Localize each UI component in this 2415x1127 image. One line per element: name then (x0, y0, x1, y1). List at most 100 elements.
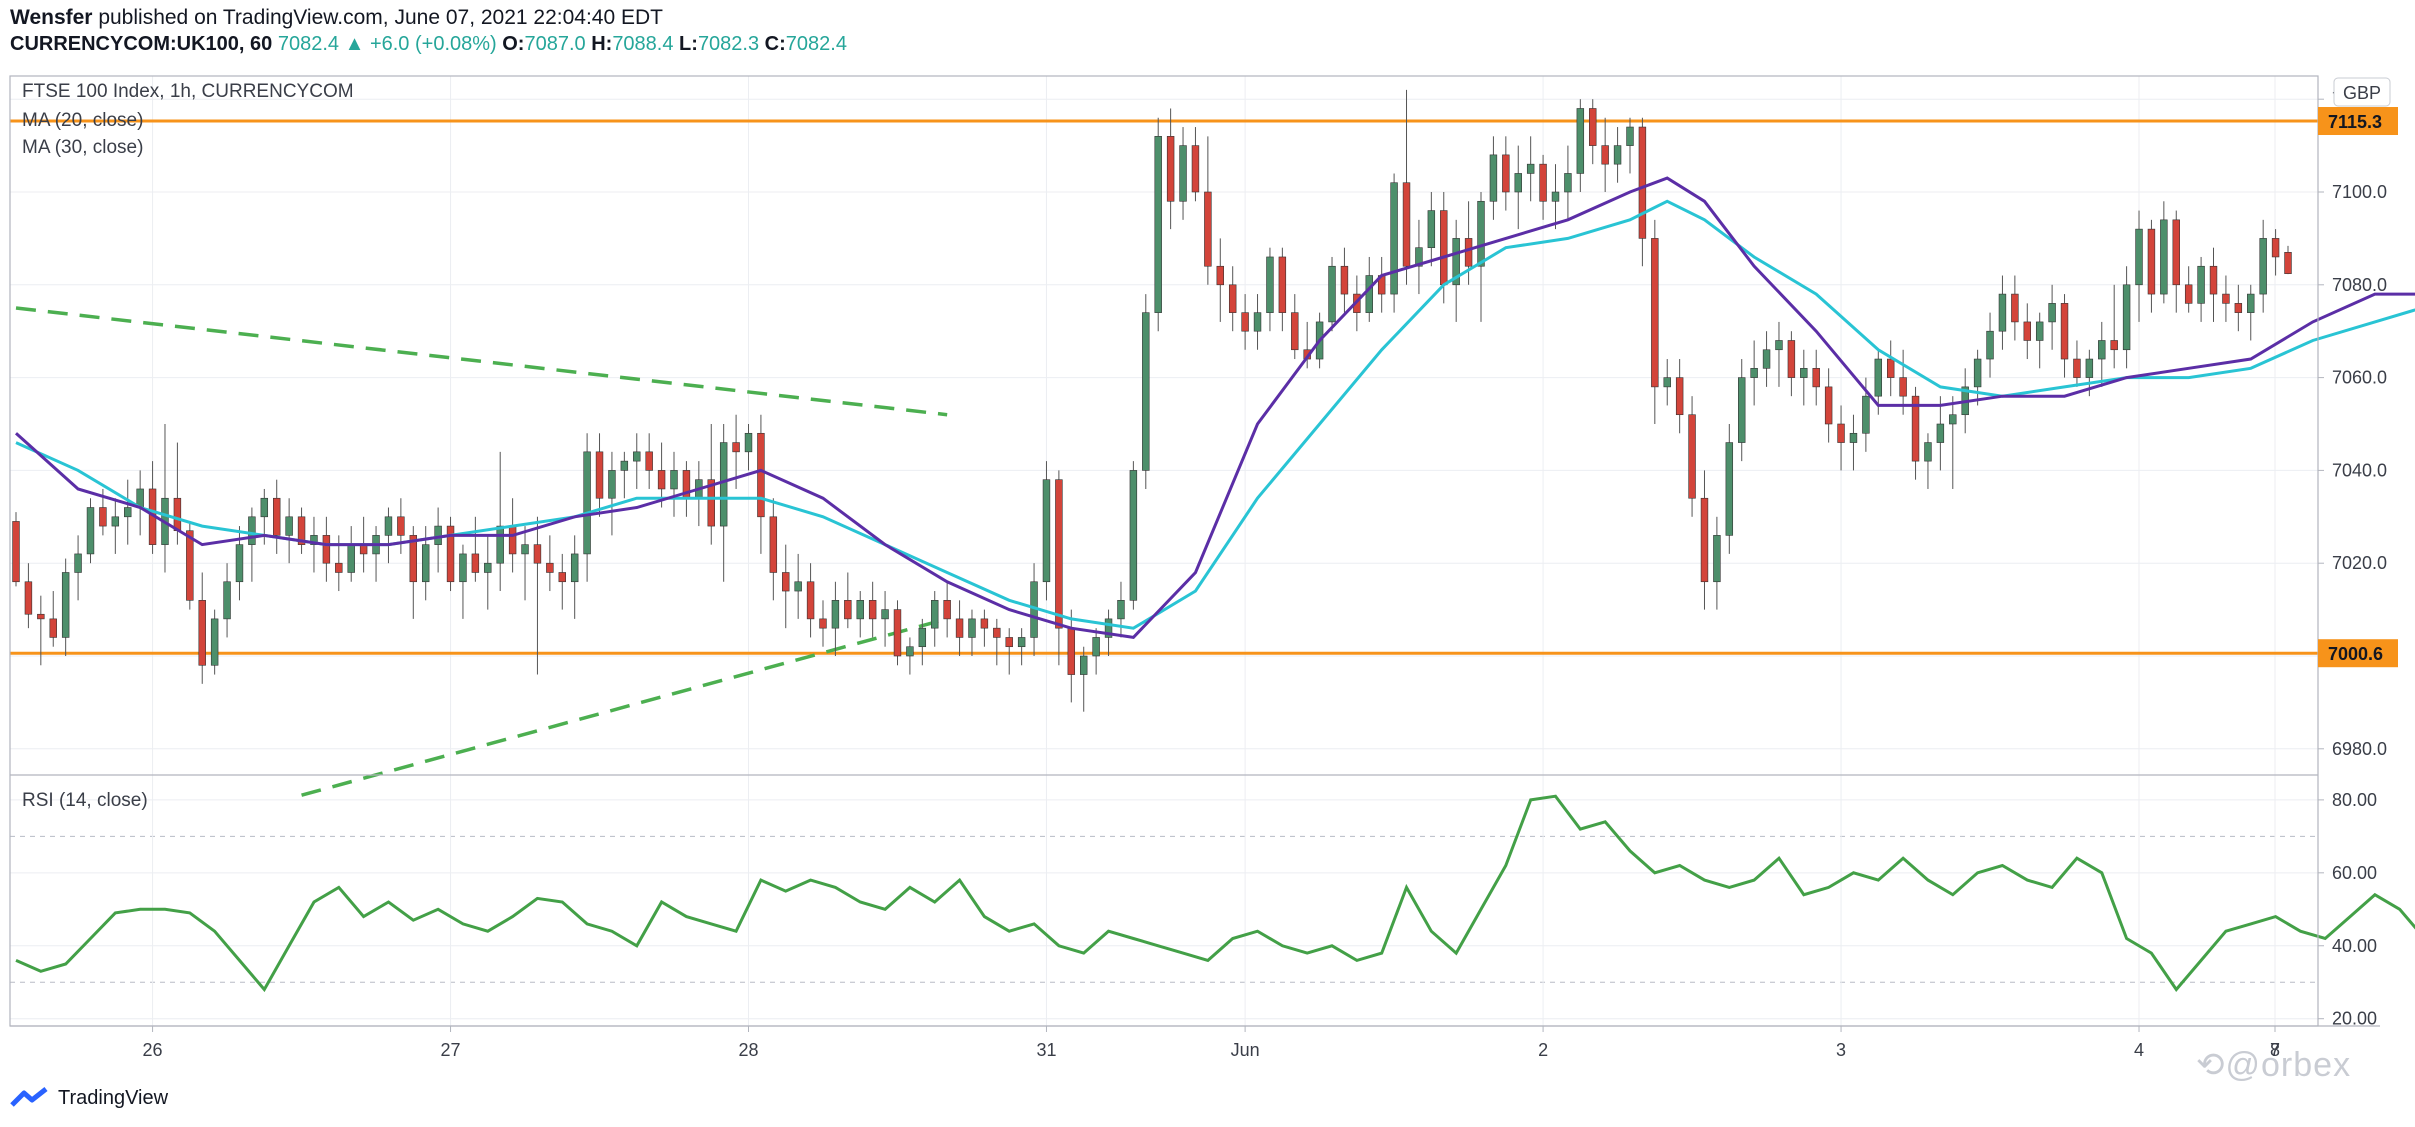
candle-body (620, 460, 629, 471)
high-label: H: (591, 33, 613, 55)
candle-body (49, 618, 57, 638)
candle-body (2085, 358, 2094, 378)
candle-body (2259, 238, 2267, 295)
candle-body (37, 613, 45, 620)
candle-body (99, 507, 107, 527)
candle-body (943, 600, 951, 620)
candle-body (993, 627, 1001, 638)
candle-body (2073, 358, 2081, 378)
candle-body (1526, 163, 1535, 174)
candle-body (1142, 312, 1150, 471)
candle-body (1738, 377, 1746, 443)
candle-body (198, 600, 206, 666)
candle-body (819, 618, 827, 629)
price-change: +6.0 (+0.08%) (369, 33, 497, 55)
moving-averages (14, 176, 2415, 639)
candle-body (1129, 470, 1138, 601)
publish-info: published on TradingView.com, June 07, 2… (98, 6, 663, 29)
publish-line: Wensfer published on TradingView.com, Ju… (10, 4, 663, 32)
candle-body (558, 572, 566, 583)
candle-body (1713, 535, 1721, 583)
candle-body (1154, 136, 1162, 313)
candle-body (1539, 163, 1547, 202)
candle-body (1489, 154, 1498, 202)
candle-body (1216, 265, 1224, 286)
candle-body (980, 618, 989, 629)
candle-body (12, 521, 20, 583)
time-tick-label: 27 (441, 1040, 461, 1060)
candle-body (1390, 182, 1398, 295)
candle-body (1663, 377, 1671, 388)
ma30-legend[interactable]: MA (30, close) (22, 137, 144, 158)
candle-body (1812, 368, 1820, 388)
candle-body (484, 562, 492, 573)
candle-body (1055, 479, 1063, 629)
candle-body (2197, 265, 2205, 304)
candle-body (1427, 210, 1436, 248)
candle-body (86, 507, 95, 555)
candle-body (757, 432, 765, 518)
candle-body (310, 535, 318, 545)
candle-body (1042, 479, 1051, 583)
candle-body (210, 618, 219, 666)
time-tick-label: Jun (1231, 1040, 1260, 1060)
currency-badge-box (2333, 77, 2391, 107)
chart-title-legend[interactable]: FTSE 100 Index, 1h, CURRENCYCOM (22, 81, 354, 102)
symbol-name[interactable]: CURRENCYCOM:UK100, 60 (10, 33, 273, 55)
tradingview-logo-icon (10, 1087, 48, 1107)
candle-body (1179, 145, 1187, 202)
candle-body (633, 451, 641, 462)
candle-body (2271, 238, 2280, 258)
rsi-tick-label: 40.00 (2332, 936, 2377, 956)
candle-body (347, 544, 355, 573)
candle-body (1651, 238, 1659, 388)
candle-body (570, 553, 579, 583)
candle-body (2110, 340, 2118, 351)
rsi-legend[interactable]: RSI (14, close) (22, 790, 148, 811)
candle-body (1204, 191, 1212, 267)
price-tick-label: 7020.0 (2332, 553, 2387, 573)
candle-body (2184, 284, 2193, 304)
candle-body (1266, 256, 1274, 313)
candle-body (769, 516, 778, 573)
candle-body (595, 451, 604, 499)
candle-body (1440, 210, 1448, 286)
horizontal-levels[interactable] (10, 119, 2318, 655)
candle-body (744, 432, 753, 453)
time-tick-label: 7 (2270, 1040, 2280, 1060)
ma20-line (14, 176, 2415, 639)
candle-body (384, 516, 393, 536)
tradingview-footer[interactable]: TradingView (10, 1083, 168, 1113)
low-value: 7082.3 (697, 33, 760, 55)
candle-body (1986, 330, 1994, 360)
candle-body (1017, 637, 1026, 648)
candle-body (2172, 219, 2180, 286)
candle-body (1688, 414, 1696, 499)
candle-body (1365, 275, 1373, 313)
candle-body (24, 581, 33, 615)
author-name[interactable]: Wensfer (10, 6, 93, 29)
ma20-legend[interactable]: MA (20, close) (22, 110, 144, 131)
candle-body (1725, 442, 1734, 536)
level-price-badge (2318, 639, 2398, 668)
orbex-watermark: ⟲@orbex (2196, 1045, 2351, 1085)
trendlines[interactable] (15, 306, 948, 797)
candle-body (1402, 182, 1411, 267)
rsi-tick-label: 60.00 (2332, 863, 2377, 883)
candle-body (1973, 358, 1982, 388)
candle-body (1849, 432, 1858, 443)
candle-body (1328, 265, 1336, 323)
candle-body (546, 562, 554, 573)
level-price-label: 7000.6 (2328, 644, 2383, 664)
candle-body (1837, 423, 1845, 443)
candle-body (1675, 377, 1684, 416)
level-price-badge (2318, 107, 2398, 136)
candle-body (794, 581, 802, 592)
candle-body (1291, 312, 1299, 351)
candle-body (856, 600, 864, 620)
candle-body (61, 572, 70, 638)
time-tick-label: 2 (1538, 1040, 1548, 1060)
candle-body (844, 600, 852, 620)
candle-body (1067, 627, 1076, 675)
